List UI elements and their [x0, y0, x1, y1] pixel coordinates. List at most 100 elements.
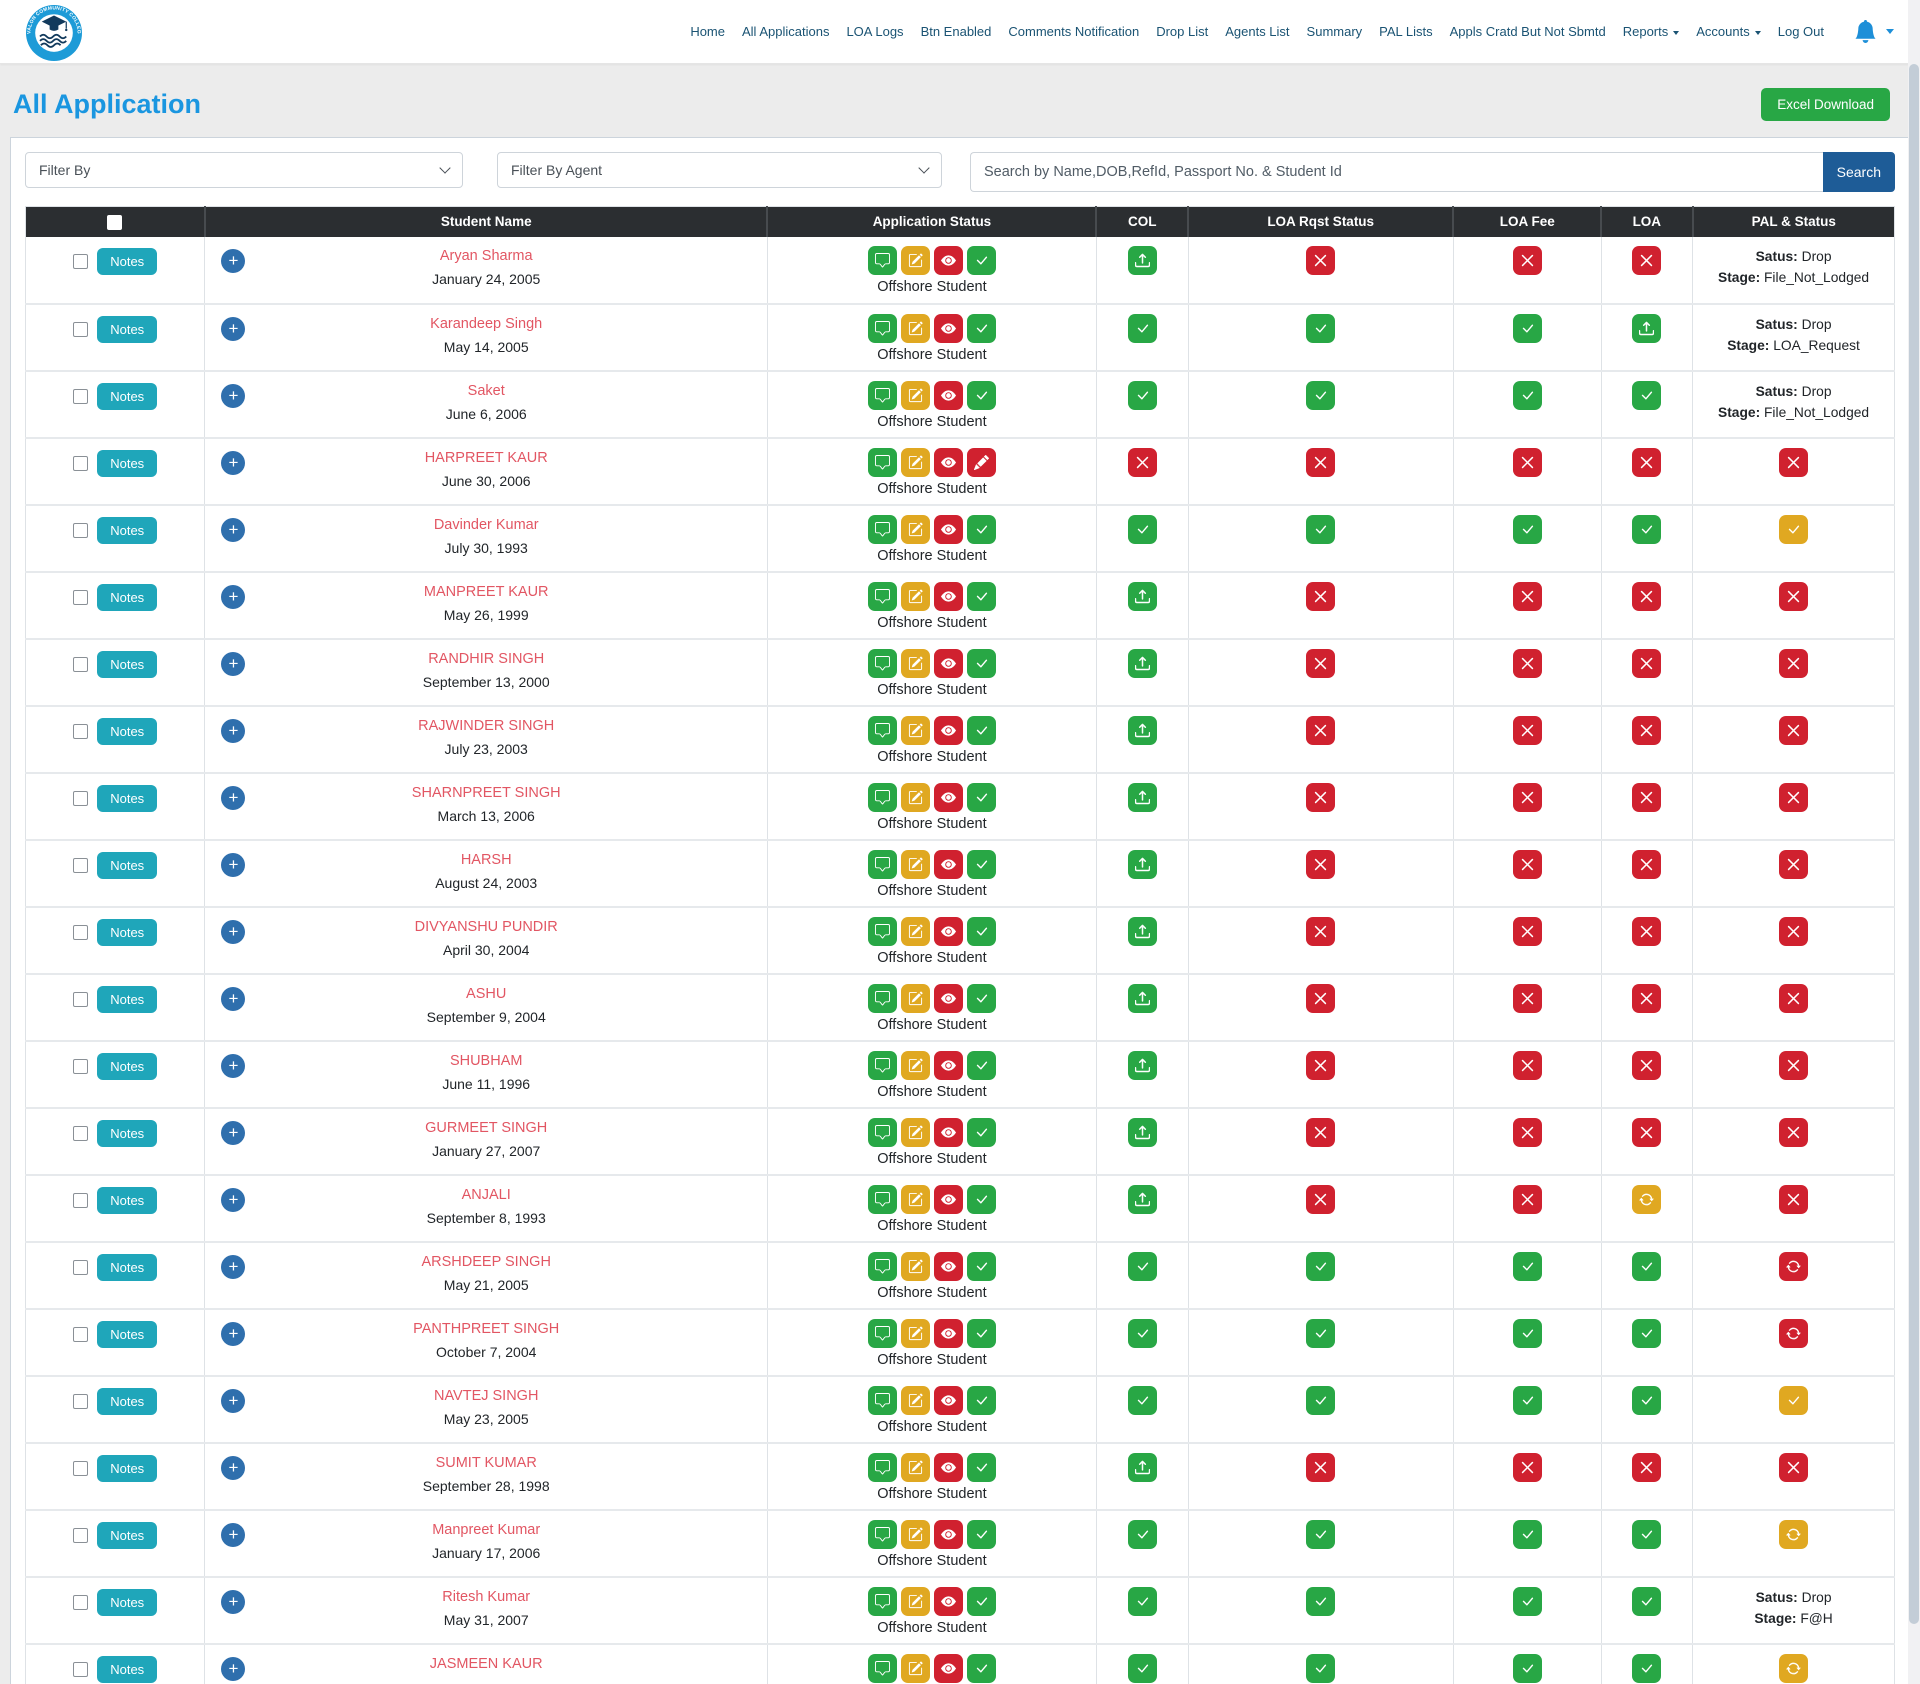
- check-button[interactable]: [1632, 514, 1662, 544]
- notes-button[interactable]: Notes: [97, 247, 158, 275]
- student-name-link[interactable]: Davinder Kumar: [433, 516, 539, 533]
- check-button[interactable]: [966, 849, 996, 879]
- edit-button[interactable]: [900, 1184, 930, 1214]
- eye-button[interactable]: [933, 380, 963, 410]
- nav-item-loa-logs[interactable]: LOA Logs: [846, 24, 904, 39]
- student-name-link[interactable]: RANDHIR SINGH: [428, 650, 545, 667]
- edit-button[interactable]: [900, 1251, 930, 1281]
- notes-button[interactable]: Notes: [97, 583, 158, 611]
- notes-button[interactable]: Notes: [97, 1521, 158, 1549]
- row-checkbox[interactable]: [73, 790, 89, 806]
- edit-button[interactable]: [900, 380, 930, 410]
- x-button[interactable]: [1512, 715, 1542, 745]
- upload-button[interactable]: [1127, 1184, 1157, 1214]
- edit-button[interactable]: [900, 1452, 930, 1482]
- check-button[interactable]: [966, 1519, 996, 1549]
- row-checkbox[interactable]: [73, 1058, 89, 1074]
- check-button[interactable]: [1512, 1318, 1542, 1348]
- chat-button[interactable]: [867, 1653, 897, 1683]
- x-button[interactable]: [1306, 1452, 1336, 1482]
- x-button[interactable]: [1632, 245, 1662, 275]
- student-name-link[interactable]: DIVYANSHU PUNDIR: [414, 918, 558, 935]
- chat-button[interactable]: [867, 313, 897, 343]
- eye-button[interactable]: [933, 1117, 963, 1147]
- chat-button[interactable]: [867, 245, 897, 275]
- row-checkbox[interactable]: [73, 321, 89, 337]
- edit-button[interactable]: [900, 1519, 930, 1549]
- check-button[interactable]: [1306, 380, 1336, 410]
- x-button[interactable]: [1632, 581, 1662, 611]
- row-checkbox[interactable]: [73, 723, 89, 739]
- row-checkbox[interactable]: [73, 455, 89, 471]
- check-button[interactable]: [966, 782, 996, 812]
- check-button[interactable]: [1127, 1653, 1157, 1683]
- eye-button[interactable]: [933, 514, 963, 544]
- chat-button[interactable]: [867, 849, 897, 879]
- add-button[interactable]: +: [221, 1053, 246, 1078]
- notes-button[interactable]: Notes: [97, 784, 158, 812]
- check-button[interactable]: [1632, 1519, 1662, 1549]
- eye-button[interactable]: [933, 916, 963, 946]
- notes-button[interactable]: Notes: [97, 918, 158, 946]
- refresh-button[interactable]: [1779, 1318, 1809, 1348]
- eye-button[interactable]: [933, 1653, 963, 1683]
- x-button[interactable]: [1779, 1184, 1809, 1214]
- check-button[interactable]: [966, 514, 996, 544]
- x-button[interactable]: [1512, 916, 1542, 946]
- check-button[interactable]: [1632, 380, 1662, 410]
- x-button[interactable]: [1306, 581, 1336, 611]
- edit-button[interactable]: [900, 313, 930, 343]
- add-button[interactable]: +: [221, 1120, 246, 1145]
- check-button[interactable]: [1127, 1251, 1157, 1281]
- check-button[interactable]: [1632, 1653, 1662, 1683]
- eye-button[interactable]: [933, 1385, 963, 1415]
- x-button[interactable]: [1632, 1452, 1662, 1482]
- eye-button[interactable]: [933, 313, 963, 343]
- x-button[interactable]: [1632, 983, 1662, 1013]
- add-button[interactable]: +: [221, 248, 246, 273]
- check-button[interactable]: [1306, 1586, 1336, 1616]
- search-input[interactable]: [970, 152, 1823, 192]
- edit-button[interactable]: [900, 1318, 930, 1348]
- check-button[interactable]: [1512, 1653, 1542, 1683]
- check-button[interactable]: [1306, 514, 1336, 544]
- student-name-link[interactable]: RAJWINDER SINGH: [418, 717, 555, 734]
- notes-button[interactable]: Notes: [97, 1387, 158, 1415]
- student-name-link[interactable]: Aryan Sharma: [439, 247, 533, 264]
- x-button[interactable]: [1779, 1050, 1809, 1080]
- nav-item-accounts[interactable]: Accounts: [1696, 24, 1761, 39]
- x-button[interactable]: [1306, 715, 1336, 745]
- check-button[interactable]: [966, 1184, 996, 1214]
- excel-download-button[interactable]: Excel Download: [1761, 88, 1890, 121]
- x-button[interactable]: [1512, 849, 1542, 879]
- x-button[interactable]: [1779, 581, 1809, 611]
- edit-button[interactable]: [900, 581, 930, 611]
- student-name-link[interactable]: Karandeep Singh: [430, 315, 543, 332]
- x-button[interactable]: [1632, 916, 1662, 946]
- notes-button[interactable]: Notes: [97, 650, 158, 678]
- x-button[interactable]: [1632, 447, 1662, 477]
- student-name-link[interactable]: MANPREET KAUR: [423, 583, 549, 600]
- check-button[interactable]: [1779, 1385, 1809, 1415]
- edit-button[interactable]: [900, 916, 930, 946]
- student-name-link[interactable]: ARSHDEEP SINGH: [421, 1253, 551, 1270]
- edit-button[interactable]: [900, 1117, 930, 1147]
- upload-button[interactable]: [1127, 648, 1157, 678]
- upload-button[interactable]: [1632, 313, 1662, 343]
- edit-button[interactable]: [900, 245, 930, 275]
- upload-button[interactable]: [1127, 245, 1157, 275]
- nav-item-agents-list[interactable]: Agents List: [1225, 24, 1290, 39]
- check-button[interactable]: [1127, 313, 1157, 343]
- notes-button[interactable]: Notes: [97, 851, 158, 879]
- check-button[interactable]: [1306, 1318, 1336, 1348]
- student-name-link[interactable]: SHARNPREET SINGH: [411, 784, 561, 801]
- nav-item-pal-lists[interactable]: PAL Lists: [1379, 24, 1433, 39]
- check-button[interactable]: [1632, 1318, 1662, 1348]
- row-checkbox[interactable]: [73, 857, 89, 873]
- check-button[interactable]: [1127, 1385, 1157, 1415]
- notes-button[interactable]: Notes: [97, 1588, 158, 1616]
- upload-button[interactable]: [1127, 1050, 1157, 1080]
- check-button[interactable]: [966, 1318, 996, 1348]
- check-button[interactable]: [1127, 380, 1157, 410]
- eye-button[interactable]: [933, 1318, 963, 1348]
